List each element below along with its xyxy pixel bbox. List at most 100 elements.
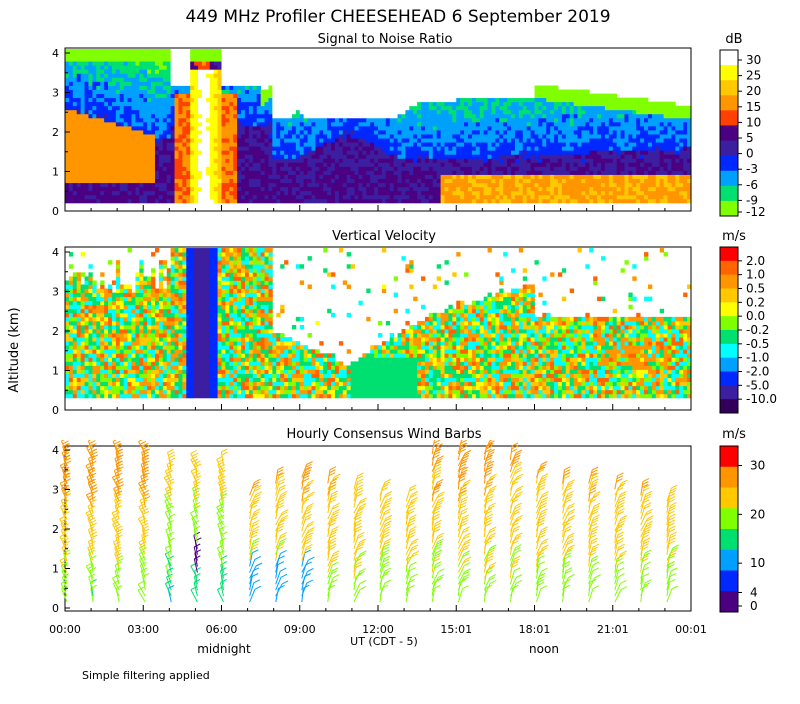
- snr-cell: [201, 121, 207, 127]
- snr-cell: [475, 53, 481, 58]
- snr-cell: [378, 162, 383, 167]
- snr-cell: [604, 142, 610, 147]
- snr-cell: [428, 178, 434, 184]
- snr-cell: [72, 138, 78, 143]
- snr-cell: [104, 138, 109, 143]
- snr-cell: [68, 146, 74, 151]
- snr-cell: [432, 117, 438, 123]
- snr-cell: [428, 146, 434, 151]
- snr-cell: [291, 101, 297, 107]
- snr-cell: [483, 154, 488, 159]
- snr-cell: [452, 61, 457, 66]
- snr-cell: [448, 170, 453, 175]
- snr-cell: [311, 162, 316, 167]
- snr-cell: [436, 186, 441, 192]
- snr-cell: [381, 194, 387, 200]
- snr-cell: [162, 182, 168, 188]
- snr-cell: [284, 182, 289, 188]
- snr-cell: [131, 166, 136, 171]
- snr-cell: [413, 178, 418, 184]
- snr-cell: [534, 142, 539, 147]
- snr-cell: [225, 113, 230, 119]
- snr-cell: [84, 162, 89, 167]
- snr-cell: [561, 182, 567, 188]
- snr-cell: [467, 69, 473, 74]
- snr-cell: [248, 150, 254, 155]
- snr-cell: [248, 53, 254, 58]
- snr-cell: [358, 97, 363, 103]
- snr-cell: [436, 158, 441, 163]
- snr-cell: [288, 101, 293, 107]
- snr-cell: [68, 73, 74, 78]
- snr-cell: [460, 138, 465, 143]
- snr-cell: [276, 113, 281, 119]
- snr-cell: [268, 138, 273, 143]
- snr-cell: [393, 166, 398, 171]
- snr-cell: [620, 170, 625, 175]
- snr-cell: [487, 105, 492, 111]
- snr-cell: [362, 198, 367, 204]
- snr-cell: [108, 49, 113, 54]
- snr-cell: [299, 138, 305, 143]
- snr-cell: [178, 134, 183, 139]
- snr-cell: [565, 89, 571, 94]
- snr-cell: [190, 134, 195, 139]
- snr-cell: [616, 162, 621, 167]
- snr-cell: [601, 190, 606, 196]
- snr-cell: [491, 198, 496, 204]
- snr-cell: [280, 182, 285, 188]
- snr-cell: [256, 77, 262, 82]
- snr-cell: [162, 121, 168, 127]
- snr-cell: [432, 146, 438, 151]
- snr-cell: [628, 121, 633, 127]
- snr-cell: [237, 65, 242, 70]
- snr-cell: [182, 105, 187, 111]
- snr-cell: [385, 125, 391, 131]
- snr-cell: [358, 142, 363, 147]
- snr-cell: [593, 113, 598, 119]
- snr-cell: [616, 150, 621, 155]
- snr-cell: [616, 113, 621, 119]
- snr-cell: [475, 162, 481, 167]
- snr-cell: [597, 174, 602, 180]
- snr-cell: [424, 138, 430, 143]
- snr-cell: [342, 194, 348, 200]
- snr-cell: [233, 121, 238, 127]
- snr-cell: [644, 146, 649, 151]
- snr-cell: [221, 105, 226, 111]
- snr-cell: [170, 198, 175, 204]
- snr-cell: [303, 178, 308, 184]
- snr-cell: [119, 198, 125, 204]
- snr-cell: [554, 166, 559, 171]
- snr-cell: [467, 186, 473, 192]
- snr-cell: [370, 158, 375, 163]
- snr-cell: [632, 178, 637, 184]
- snr-cell: [170, 113, 175, 119]
- snr-cell: [182, 170, 187, 175]
- snr-cell: [334, 93, 340, 99]
- snr-cell: [601, 130, 606, 135]
- snr-cell: [299, 174, 305, 180]
- snr-cell: [499, 158, 504, 163]
- snr-cell: [487, 182, 492, 188]
- snr-cell: [483, 89, 488, 94]
- snr-cell: [440, 190, 445, 196]
- snr-cell: [573, 198, 578, 204]
- snr-cell: [448, 53, 453, 58]
- snr-cell: [88, 93, 93, 99]
- snr-cell: [264, 97, 269, 103]
- snr-cell: [319, 162, 324, 167]
- snr-cell: [295, 89, 301, 94]
- snr-cell: [76, 150, 82, 155]
- snr-cell: [154, 49, 160, 54]
- snr-cell: [632, 190, 637, 196]
- snr-cell: [436, 162, 441, 167]
- snr-cell: [503, 53, 508, 58]
- snr-cell: [143, 166, 148, 171]
- snr-cell: [424, 81, 430, 86]
- snr-cell: [158, 150, 164, 155]
- snr-cell: [597, 190, 602, 196]
- snr-cell: [72, 170, 78, 175]
- snr-cell: [72, 178, 78, 184]
- snr-cell: [374, 174, 379, 180]
